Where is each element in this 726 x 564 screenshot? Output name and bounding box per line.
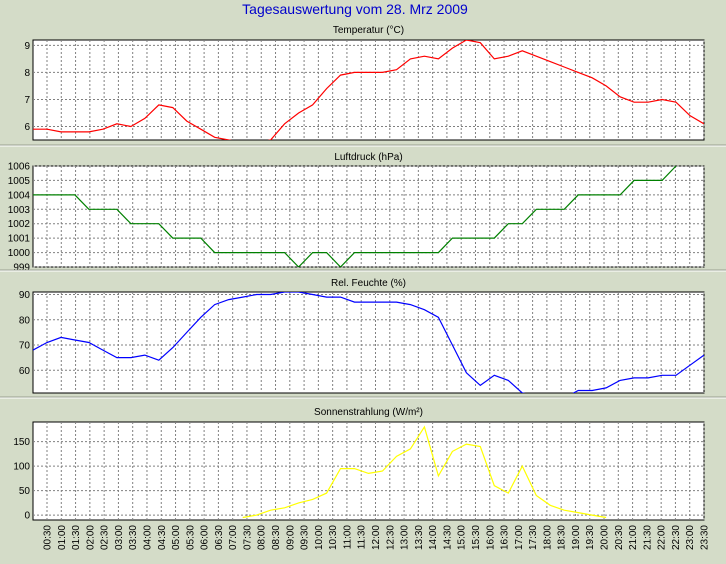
pressure-plot-area <box>32 165 705 268</box>
x-tick-label: 02:30 <box>100 525 111 550</box>
pressure-ytick-label: 1003 <box>8 205 31 216</box>
solar-plot-area <box>32 421 705 521</box>
x-tick-label: 02:00 <box>85 525 96 550</box>
x-tick-label: 22:00 <box>657 525 668 550</box>
pressure-title: Luftdruck (hPa) <box>334 152 402 163</box>
x-tick-label: 05:30 <box>185 525 196 550</box>
x-tick-label: 06:00 <box>200 525 211 550</box>
x-tick-label: 12:30 <box>385 525 396 550</box>
solar-ytick-label: 0 <box>24 511 30 522</box>
humidity-chart: 60 70 80 90 Rel. Feuchte (%) <box>0 278 726 399</box>
humidity-series-line <box>33 292 704 393</box>
humidity-title: Rel. Feuchte (%) <box>331 278 406 289</box>
temperature-title: Temperatur (°C) <box>333 25 404 36</box>
temperature-plot-area <box>32 39 705 141</box>
x-tick-label: 17:00 <box>514 525 525 550</box>
x-tick-label: 14:30 <box>442 525 453 550</box>
x-tick-label: 04:00 <box>143 525 154 550</box>
temperature-ytick-label: 6 <box>24 122 30 133</box>
x-tick-label: 18:30 <box>557 525 568 550</box>
x-tick-label: 15:00 <box>457 525 468 550</box>
temperature-ytick-label: 9 <box>24 41 30 52</box>
solar-title: Sonnenstrahlung (W/m²) <box>314 407 423 418</box>
x-tick-label: 00:30 <box>43 525 54 550</box>
x-tick-label: 23:30 <box>700 525 711 550</box>
pressure-ytick-label: 1004 <box>8 190 31 201</box>
x-tick-label: 07:00 <box>228 525 239 550</box>
humidity-plot-area <box>32 291 705 394</box>
pressure-chart: 999 1000 1001 1002 1003 1004 1005 1006 Luftdruck… <box>0 152 726 274</box>
humidity-ytick-label: 80 <box>19 315 31 326</box>
x-tick-label: 21:30 <box>642 525 653 550</box>
x-tick-label: 13:00 <box>400 525 411 550</box>
solar-ytick-label: 50 <box>19 486 31 497</box>
pressure-series-line <box>33 166 677 267</box>
x-tick-label: 22:30 <box>671 525 682 550</box>
x-tick-label: 10:00 <box>314 525 325 550</box>
x-tick-label: 21:00 <box>628 525 639 550</box>
x-tick-label: 06:30 <box>214 525 225 550</box>
x-axis-labels: 00:30 01:00 01:30 02:00 02:30 03:00 03:30 04:00… <box>43 525 711 550</box>
x-tick-label: 03:00 <box>114 525 125 550</box>
solar-series-line <box>242 425 607 519</box>
x-tick-label: 20:30 <box>614 525 625 550</box>
temperature-ytick-label: 7 <box>24 95 30 106</box>
x-tick-label: 04:30 <box>157 525 168 550</box>
x-tick-label: 20:00 <box>600 525 611 550</box>
x-tick-label: 09:00 <box>285 525 296 550</box>
x-tick-label: 13:30 <box>414 525 425 550</box>
x-tick-label: 07:30 <box>243 525 254 550</box>
temperature-chart: 6 7 8 9 Temperatur (°C) <box>0 25 726 147</box>
pressure-ytick-label: 1002 <box>8 219 31 230</box>
pressure-ytick-label: 999 <box>13 263 30 274</box>
x-tick-label: 23:00 <box>685 525 696 550</box>
x-tick-label: 19:30 <box>585 525 596 550</box>
x-tick-label: 08:30 <box>271 525 282 550</box>
humidity-ytick-label: 90 <box>19 290 31 301</box>
page-title: Tagesauswertung vom 28. Mrz 2009 <box>242 1 468 17</box>
x-tick-label: 09:30 <box>300 525 311 550</box>
x-tick-label: 05:00 <box>171 525 182 550</box>
x-tick-label: 15:30 <box>471 525 482 550</box>
x-tick-label: 17:30 <box>528 525 539 550</box>
pressure-ytick-label: 1006 <box>8 162 31 173</box>
x-tick-label: 03:30 <box>128 525 139 550</box>
x-tick-label: 16:00 <box>485 525 496 550</box>
temperature-series-line <box>33 40 704 140</box>
solar-ytick-label: 150 <box>13 437 30 448</box>
pressure-ytick-label: 1001 <box>8 234 31 245</box>
humidity-ytick-label: 70 <box>19 341 31 352</box>
x-tick-label: 14:00 <box>428 525 439 550</box>
solar-chart: 0 50 100 150 Sonnenstrahlung (W/m²) <box>13 407 705 522</box>
x-tick-label: 12:00 <box>371 525 382 550</box>
x-tick-label: 18:00 <box>542 525 553 550</box>
x-tick-label: 19:00 <box>571 525 582 550</box>
x-tick-label: 11:30 <box>357 525 368 550</box>
solar-ytick-label: 100 <box>13 462 30 473</box>
x-tick-label: 01:30 <box>71 525 82 550</box>
pressure-ytick-label: 1000 <box>8 248 31 259</box>
x-tick-label: 01:00 <box>57 525 68 550</box>
x-tick-label: 11:00 <box>342 525 353 550</box>
humidity-ytick-label: 60 <box>19 366 31 377</box>
x-tick-label: 08:00 <box>257 525 268 550</box>
temperature-ytick-label: 8 <box>24 68 30 79</box>
x-tick-label: 10:30 <box>328 525 339 550</box>
pressure-ytick-label: 1005 <box>8 176 31 187</box>
x-tick-label: 16:30 <box>500 525 511 550</box>
